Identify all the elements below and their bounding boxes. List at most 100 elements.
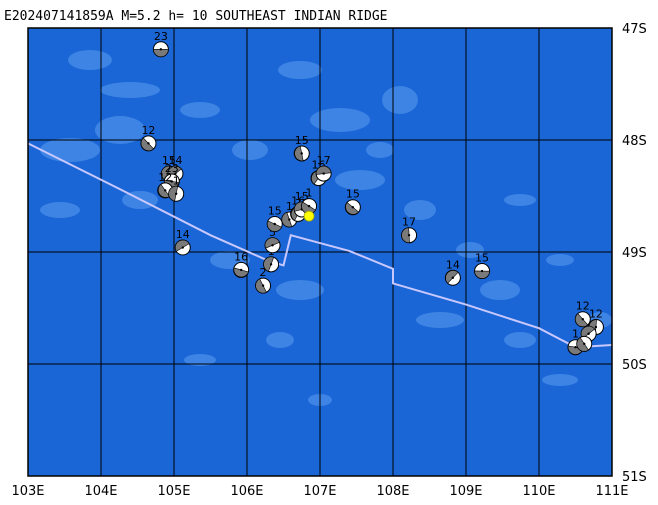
event-label: 14 — [168, 154, 182, 167]
focal-mechanism: 12 — [140, 124, 157, 152]
shallow-patch — [278, 61, 322, 79]
latitude-tick-labels: 47S 48S 49S 50S 51S — [622, 22, 647, 485]
map-frame — [27, 27, 613, 477]
beachball-center — [583, 342, 586, 346]
beachball-center — [480, 269, 484, 273]
beachball-center — [581, 318, 584, 321]
focal-mechanism: 2 — [255, 266, 272, 294]
beachball-quadrant — [294, 145, 304, 162]
beachball-center — [594, 325, 598, 329]
shallow-patch — [504, 332, 536, 348]
beachball-center — [273, 222, 276, 226]
event-label: 12 — [141, 124, 155, 137]
focal-mechanism: 15 — [474, 252, 491, 280]
beachball-quadrant — [315, 165, 332, 175]
focal-mechanism: 5 — [264, 226, 281, 254]
main-event-star — [303, 210, 315, 222]
lon-tick-label: 106E — [230, 484, 263, 499]
lon-tick-label: 107E — [303, 484, 336, 499]
lat-tick-label: 50S — [622, 358, 647, 373]
focal-mechanism: 1 — [168, 174, 185, 202]
shallow-patch — [310, 108, 370, 132]
shallow-patch — [266, 332, 294, 348]
shallow-patch — [100, 82, 160, 98]
beachball-center — [239, 268, 243, 272]
lon-tick-label: 108E — [376, 484, 409, 499]
lon-tick-label: 103E — [11, 484, 44, 499]
beachball-quadrant — [574, 313, 589, 327]
shallow-patch — [456, 242, 484, 258]
focal-mechanism: 23 — [152, 30, 169, 58]
shallow-patch — [95, 116, 145, 144]
focal-mechanism: 14 — [174, 228, 191, 256]
focal-mechanism: 17 — [315, 154, 332, 182]
focal-mechanism: 15 — [293, 134, 310, 162]
shallow-patch — [416, 312, 464, 328]
event-label: 12 — [158, 171, 172, 184]
event-label: 1 — [173, 174, 180, 187]
earthquake-events: 2312151423121141621515116151151617151714… — [140, 30, 604, 356]
event-label: 23 — [165, 162, 179, 175]
focal-mechanism: 15 — [344, 188, 361, 216]
main-event-marker — [303, 210, 315, 222]
beachball-center — [174, 192, 178, 195]
lat-tick-label: 49S — [622, 246, 647, 261]
lat-tick-label: 51S — [622, 470, 647, 485]
beachball-quadrant — [233, 267, 249, 278]
focal-mechanism: 12 — [574, 300, 591, 328]
shallow-patch — [276, 280, 324, 300]
beachball-center — [271, 244, 274, 247]
beachball-center — [288, 218, 291, 221]
shallow-patch — [366, 142, 394, 158]
lat-tick-label: 48S — [622, 134, 647, 149]
beachball-quadrant — [445, 270, 459, 284]
event-label: 23 — [154, 30, 168, 43]
beachball-center — [181, 246, 184, 249]
shallow-patch — [404, 200, 436, 220]
plate-boundary-line — [27, 142, 613, 349]
focal-mechanism: 15 — [266, 205, 283, 232]
event-label: 17 — [402, 216, 416, 229]
shallow-patch — [480, 280, 520, 300]
focal-mechanism: 17 — [401, 216, 418, 244]
beachball-quadrant — [281, 212, 293, 228]
beachball-quadrant — [140, 137, 155, 151]
shallow-patch — [68, 50, 112, 70]
beachball-quadrant — [168, 185, 179, 202]
event-label: 14 — [176, 228, 190, 241]
shallow-patch — [542, 374, 578, 386]
lon-tick-label: 105E — [157, 484, 190, 499]
beachball-center — [322, 172, 325, 175]
beachball-quadrant — [580, 325, 596, 339]
lat-tick-label: 47S — [622, 22, 647, 37]
event-label: 14 — [446, 258, 460, 271]
lon-tick-label: 109E — [449, 484, 482, 499]
beachball-center — [307, 204, 311, 208]
beachball-quadrant — [401, 227, 410, 244]
shallow-patch — [504, 194, 536, 206]
beachball-quadrant — [174, 239, 190, 252]
focal-mechanism: 14 — [444, 258, 461, 286]
beachball-center — [164, 189, 167, 192]
event-label: 15 — [295, 134, 309, 147]
lon-tick-label: 111E — [595, 484, 628, 499]
beachball-center — [147, 142, 150, 145]
map-title: E202407141859A M=5.2 h= 10 SOUTHEAST IND… — [4, 9, 388, 24]
lon-tick-label: 104E — [84, 484, 117, 499]
beachball-center — [451, 276, 455, 279]
beachball-quadrant — [267, 220, 282, 232]
shallow-patch — [180, 102, 220, 118]
lon-tick-label: 110E — [522, 484, 555, 499]
focal-mechanism: 16 — [233, 250, 250, 278]
beachball-center — [261, 284, 265, 287]
beachball-quadrant — [345, 201, 360, 215]
shallow-patch — [546, 254, 574, 266]
event-label: 1 — [572, 328, 579, 341]
beachball-quadrant — [474, 270, 490, 279]
event-label: 12 — [589, 308, 603, 321]
event-label: 2 — [260, 266, 267, 279]
beachball-quadrant — [255, 278, 267, 294]
shallow-patch — [40, 138, 100, 162]
event-label: 15 — [475, 252, 489, 265]
